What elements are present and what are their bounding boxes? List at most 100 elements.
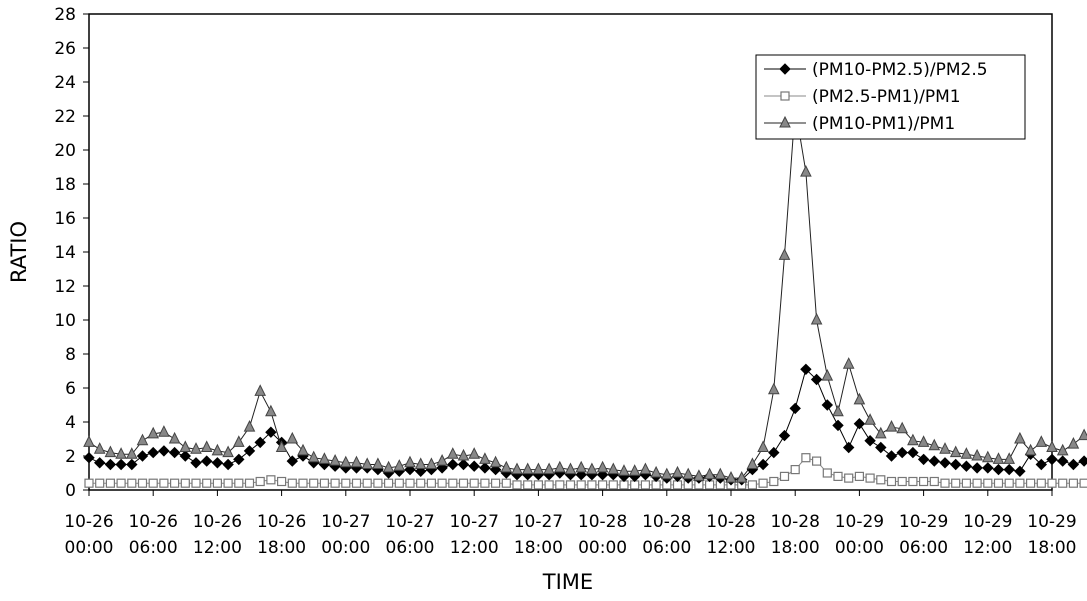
x-tick-label-time: 06:00 xyxy=(129,538,178,558)
data-point xyxy=(233,453,245,466)
data-point xyxy=(821,368,834,381)
data-point xyxy=(961,478,972,488)
data-point xyxy=(650,465,662,478)
x-tick-label-time: 00:00 xyxy=(321,538,370,558)
data-point xyxy=(703,467,716,480)
data-point xyxy=(940,478,950,488)
data-point xyxy=(277,476,287,487)
data-point xyxy=(179,450,192,462)
x-tick-label-time: 18:00 xyxy=(514,538,563,558)
data-point xyxy=(521,462,534,475)
data-point xyxy=(801,453,811,463)
data-point xyxy=(362,478,372,488)
data-point xyxy=(105,478,116,488)
data-point xyxy=(426,478,436,488)
data-point xyxy=(917,435,930,447)
data-point xyxy=(254,384,267,396)
data-point xyxy=(469,478,479,488)
data-point xyxy=(501,478,511,488)
x-tick-label-time: 06:00 xyxy=(899,538,948,558)
data-point xyxy=(339,455,352,468)
data-point xyxy=(789,402,801,415)
data-point xyxy=(468,447,481,459)
data-point xyxy=(779,471,790,481)
data-point xyxy=(1024,443,1037,456)
x-tick-label-date: 10-29 xyxy=(963,512,1012,532)
data-point xyxy=(1003,452,1016,464)
data-point xyxy=(897,476,907,487)
data-point xyxy=(800,363,812,376)
data-point xyxy=(179,440,192,452)
data-point xyxy=(821,399,834,411)
data-point xyxy=(147,446,159,459)
x-tick-label-date: 10-26 xyxy=(128,512,177,532)
x-tick-label-time: 06:00 xyxy=(386,538,435,558)
data-point xyxy=(778,429,791,442)
data-point xyxy=(543,462,555,475)
data-point xyxy=(211,457,224,469)
data-point xyxy=(874,426,887,439)
data-point xyxy=(425,457,438,469)
data-point xyxy=(158,445,170,457)
data-point xyxy=(384,478,394,488)
y-tick-label: 14 xyxy=(54,243,76,263)
data-point xyxy=(533,480,544,490)
data-point xyxy=(981,450,994,463)
data-point xyxy=(126,458,138,471)
data-point xyxy=(104,445,117,458)
data-point xyxy=(886,476,897,487)
data-point xyxy=(500,460,513,473)
data-point xyxy=(586,462,598,475)
data-point xyxy=(628,464,641,476)
data-point xyxy=(350,455,363,468)
data-point xyxy=(757,458,769,471)
y-axis-title: RATIO xyxy=(7,221,31,283)
y-tick-label: 12 xyxy=(54,277,76,297)
data-point xyxy=(822,468,832,478)
data-point xyxy=(1025,478,1036,488)
data-point xyxy=(929,476,939,487)
data-point xyxy=(992,463,1005,476)
data-point xyxy=(1035,458,1048,471)
data-point xyxy=(93,442,106,454)
y-tick-label: 18 xyxy=(54,175,76,195)
data-point xyxy=(180,478,190,488)
data-point xyxy=(1004,478,1014,488)
data-point xyxy=(597,480,608,490)
data-point xyxy=(544,480,554,490)
data-point xyxy=(972,478,982,488)
data-point xyxy=(125,447,138,459)
data-point xyxy=(127,478,137,488)
y-tick-label: 22 xyxy=(54,107,76,127)
data-point xyxy=(928,438,941,451)
legend-label: (PM10-PM2.5)/PM2.5 xyxy=(812,60,988,80)
data-point xyxy=(191,478,201,488)
data-point xyxy=(885,450,898,462)
data-point xyxy=(778,248,791,260)
x-tick-label-date: 10-26 xyxy=(64,512,113,532)
data-point xyxy=(83,435,95,447)
series-layer xyxy=(83,100,1087,490)
data-point xyxy=(448,478,458,488)
data-point xyxy=(1046,440,1058,452)
x-tick-label-date: 10-26 xyxy=(193,512,242,532)
data-point xyxy=(168,446,181,459)
data-point xyxy=(479,462,491,474)
data-point xyxy=(844,473,854,483)
data-point xyxy=(607,462,620,475)
data-point xyxy=(329,453,341,466)
data-point xyxy=(318,452,331,464)
data-point xyxy=(104,458,117,471)
x-tick-label-date: 10-29 xyxy=(1027,512,1076,532)
data-point xyxy=(832,419,844,432)
data-point xyxy=(223,478,233,488)
data-point xyxy=(693,469,705,481)
data-point xyxy=(587,480,597,490)
data-point xyxy=(148,478,158,488)
x-tick-label-date: 10-28 xyxy=(770,512,819,532)
data-point xyxy=(553,460,566,473)
y-tick-label: 4 xyxy=(65,413,76,433)
data-point xyxy=(136,433,149,446)
data-point xyxy=(511,462,523,475)
x-axis: 10-26 00:00 10-26 06:00 10-26 12:00 10-26 18:00… xyxy=(64,490,1077,558)
